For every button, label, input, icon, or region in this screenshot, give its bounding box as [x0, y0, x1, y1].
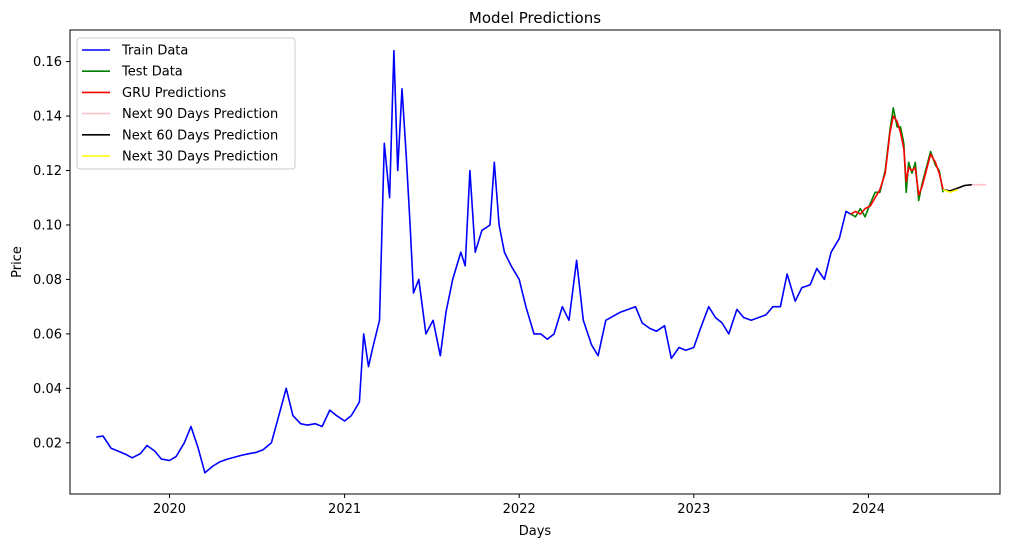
x-tick-label: 2022 [503, 502, 536, 517]
y-tick-label: 0.08 [33, 273, 62, 288]
legend-box [76, 37, 296, 170]
x-tick-label: 2021 [328, 502, 361, 517]
series-line-gru-predictions [850, 115, 944, 215]
series-line-train-data [96, 49, 852, 474]
y-axis: 0.02 0.04 0.06 0.08 0.10 0.12 0.14 0.16 [33, 55, 70, 451]
x-axis-label: Days [519, 524, 552, 539]
x-tick-label: 2023 [677, 502, 710, 517]
legend-label: Next 90 Days Prediction [122, 107, 278, 122]
legend-label: Test Data [121, 65, 183, 80]
y-tick-label: 0.16 [33, 55, 62, 70]
x-axis: 2020 2021 2022 2023 2024 [153, 494, 885, 517]
y-tick-label: 0.14 [33, 110, 62, 125]
y-tick-label: 0.06 [33, 327, 62, 342]
y-tick-label: 0.04 [33, 382, 62, 397]
legend-label: Next 30 Days Prediction [122, 150, 278, 165]
x-tick-label: 2020 [153, 502, 186, 517]
legend-label: Train Data [121, 44, 188, 59]
chart-title: Model Predictions [469, 9, 601, 27]
y-tick-label: 0.12 [33, 164, 62, 179]
y-tick-label: 0.02 [33, 436, 62, 451]
y-axis-label: Price [10, 246, 25, 278]
series-line-next-30-days-prediction [942, 188, 958, 194]
series-line-next-60-days-prediction [942, 183, 972, 192]
y-tick-label: 0.10 [33, 218, 62, 233]
legend-label: Next 60 Days Prediction [122, 128, 278, 143]
plot-frame [69, 29, 1001, 495]
legend: Train Data Test Data GRU Predictions Next 9… [76, 37, 296, 170]
legend-label: GRU Predictions [122, 86, 226, 101]
x-tick-label: 2024 [852, 502, 885, 517]
series-layer [96, 49, 987, 474]
